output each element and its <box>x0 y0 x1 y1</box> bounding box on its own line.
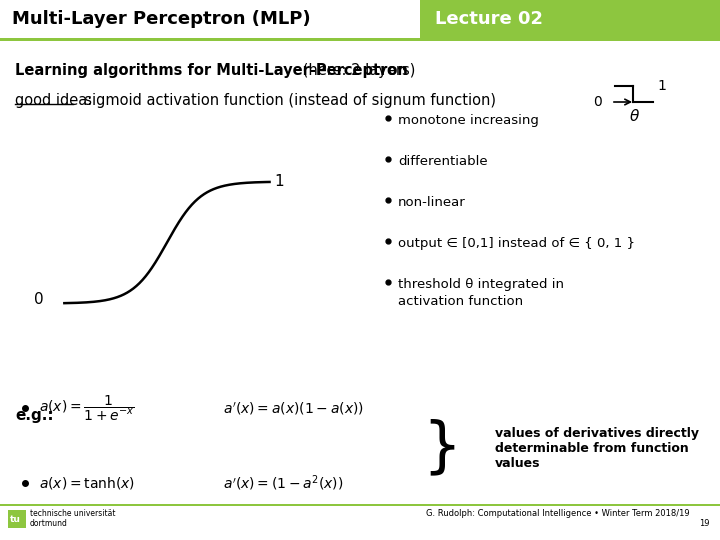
Text: non-linear: non-linear <box>398 196 466 209</box>
Bar <box>8 510 26 528</box>
Text: e.g.:: e.g.: <box>15 408 53 423</box>
Text: monotone increasing: monotone increasing <box>398 114 539 127</box>
Bar <box>0 0 720 38</box>
Text: threshold θ integrated in
activation function: threshold θ integrated in activation fun… <box>398 278 564 308</box>
Text: (here: 2 layers): (here: 2 layers) <box>298 63 415 78</box>
Text: 0: 0 <box>34 292 43 307</box>
Text: }: } <box>423 418 462 478</box>
Bar <box>0 503 720 506</box>
Text: tu: tu <box>10 515 21 523</box>
Bar <box>420 0 720 38</box>
Text: $a'(x) = (1 - a^2(x))$: $a'(x) = (1 - a^2(x))$ <box>223 473 343 493</box>
Text: differentiable: differentiable <box>398 155 487 168</box>
Text: 1: 1 <box>657 79 666 93</box>
Text: technische universität: technische universität <box>30 509 115 517</box>
Text: $a(x) = \dfrac{1}{1+e^{-x}}$: $a(x) = \dfrac{1}{1+e^{-x}}$ <box>40 394 135 423</box>
Text: sigmoid activation function (instead of signum function): sigmoid activation function (instead of … <box>75 93 496 108</box>
Text: output ∈ [0,1] instead of ∈ { 0, 1 }: output ∈ [0,1] instead of ∈ { 0, 1 } <box>398 237 635 250</box>
Text: $a(x) = \tanh(x)$: $a(x) = \tanh(x)$ <box>40 475 135 491</box>
Bar <box>0 38 720 41</box>
Text: values of derivatives directly
determinable from function
values: values of derivatives directly determina… <box>495 427 699 470</box>
Text: dortmund: dortmund <box>30 518 68 528</box>
Text: 1: 1 <box>275 174 284 189</box>
Text: Multi-Layer Perceptron (MLP): Multi-Layer Perceptron (MLP) <box>12 10 310 28</box>
Text: good idea:: good idea: <box>15 93 92 108</box>
Text: Learning algorithms for Multi-Layer-Perceptron: Learning algorithms for Multi-Layer-Perc… <box>15 63 408 78</box>
Text: $a'(x) = a(x)(1 - a(x))$: $a'(x) = a(x)(1 - a(x))$ <box>223 400 364 416</box>
Text: $\theta$: $\theta$ <box>629 108 641 124</box>
Text: 19: 19 <box>700 518 710 528</box>
Text: G. Rudolph: Computational Intelligence • Winter Term 2018/19: G. Rudolph: Computational Intelligence •… <box>426 509 690 517</box>
Text: Lecture 02: Lecture 02 <box>435 10 543 28</box>
Text: 0: 0 <box>593 95 602 109</box>
